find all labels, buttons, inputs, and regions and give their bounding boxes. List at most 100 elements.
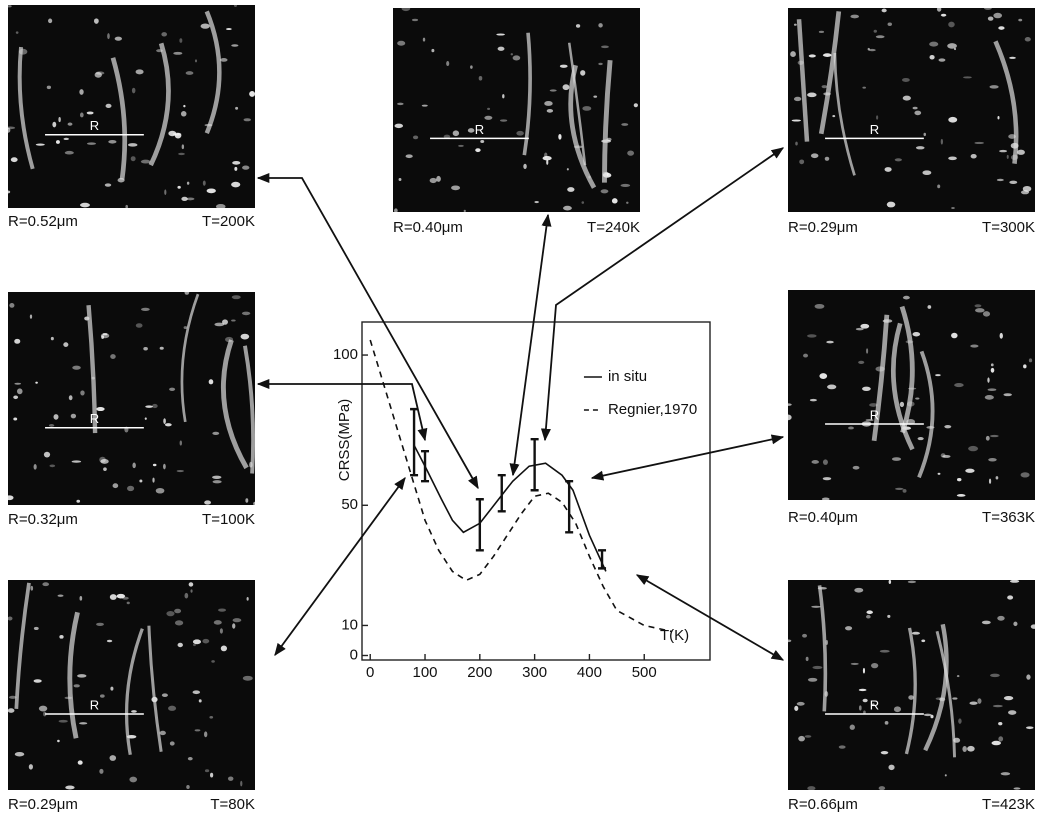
speck <box>991 740 1002 746</box>
speck <box>850 662 859 665</box>
speck <box>193 643 196 647</box>
error-bar <box>421 449 430 483</box>
speck <box>107 33 110 40</box>
speck <box>86 142 96 145</box>
speck <box>152 477 155 483</box>
speck <box>502 94 505 99</box>
scale-marker: R <box>870 407 879 422</box>
speck <box>59 635 64 639</box>
speck <box>598 62 603 66</box>
speck <box>220 58 228 62</box>
speck <box>35 143 45 146</box>
speck <box>1013 621 1018 627</box>
speck <box>13 417 18 421</box>
speck <box>1013 787 1021 790</box>
speck <box>77 760 83 765</box>
speck <box>866 348 869 354</box>
speck <box>65 785 75 790</box>
speck <box>598 23 603 28</box>
speck <box>822 53 832 57</box>
speck <box>127 485 135 492</box>
speck <box>808 54 816 58</box>
speck <box>475 148 481 153</box>
speck <box>99 768 104 774</box>
legend-label: Regnier,1970 <box>608 401 697 418</box>
speck <box>184 592 189 599</box>
speck <box>130 156 136 162</box>
speck <box>53 414 59 420</box>
speck <box>881 8 887 13</box>
speck <box>852 465 860 470</box>
speck <box>927 305 932 309</box>
speck <box>398 178 402 181</box>
speck <box>907 580 917 584</box>
error-bar <box>410 407 419 477</box>
speck <box>174 620 184 626</box>
speck <box>178 152 185 156</box>
speck <box>793 23 797 26</box>
speck <box>480 140 485 143</box>
speck <box>1003 695 1014 701</box>
speck <box>497 46 505 51</box>
speck <box>135 323 143 328</box>
speck <box>887 22 892 26</box>
speck <box>546 108 554 113</box>
speck <box>96 407 105 412</box>
speck <box>611 198 618 204</box>
speck <box>204 769 210 773</box>
speck <box>807 92 817 98</box>
speck <box>187 756 193 761</box>
speck <box>580 70 586 76</box>
speck <box>108 139 117 144</box>
scale-marker: R <box>90 118 99 133</box>
speck <box>232 623 236 629</box>
speck <box>862 698 868 703</box>
speck <box>52 121 57 128</box>
speck <box>832 115 836 118</box>
speck <box>225 28 232 31</box>
speck <box>484 115 493 120</box>
speck <box>219 628 223 634</box>
speck <box>241 311 251 316</box>
x-tick-label: 500 <box>632 664 657 681</box>
speck <box>989 434 999 438</box>
speck <box>873 29 877 33</box>
speck <box>582 106 592 111</box>
radius-label: R=0.29μm <box>8 796 78 813</box>
arrow <box>635 574 785 661</box>
speck <box>884 721 889 725</box>
x-tick-label: 300 <box>522 664 547 681</box>
speck <box>990 367 995 373</box>
speck <box>412 135 419 140</box>
speck <box>967 745 975 752</box>
x-tick-label: 0 <box>366 664 374 681</box>
speck <box>94 72 102 78</box>
speck <box>795 141 798 146</box>
speck <box>487 107 491 110</box>
y-tick-label: 100 <box>333 346 358 363</box>
speck <box>850 14 859 19</box>
speck <box>1023 364 1027 369</box>
speck <box>824 156 830 161</box>
speck <box>845 626 853 631</box>
speck <box>987 16 994 21</box>
speck <box>401 5 411 12</box>
speck <box>143 346 148 351</box>
speck <box>126 601 130 605</box>
speck <box>213 620 222 625</box>
speck <box>915 397 920 400</box>
speck <box>997 615 1005 621</box>
speck <box>231 181 241 188</box>
dislocation <box>833 52 856 176</box>
speck <box>935 374 941 377</box>
speck <box>9 695 17 699</box>
speck <box>888 764 895 771</box>
speck <box>887 614 891 618</box>
speck <box>139 479 143 483</box>
speck <box>902 488 907 493</box>
micrograph <box>8 580 255 790</box>
speck <box>215 203 226 210</box>
speck <box>1030 624 1038 629</box>
speck <box>984 394 994 400</box>
speck <box>10 157 18 163</box>
